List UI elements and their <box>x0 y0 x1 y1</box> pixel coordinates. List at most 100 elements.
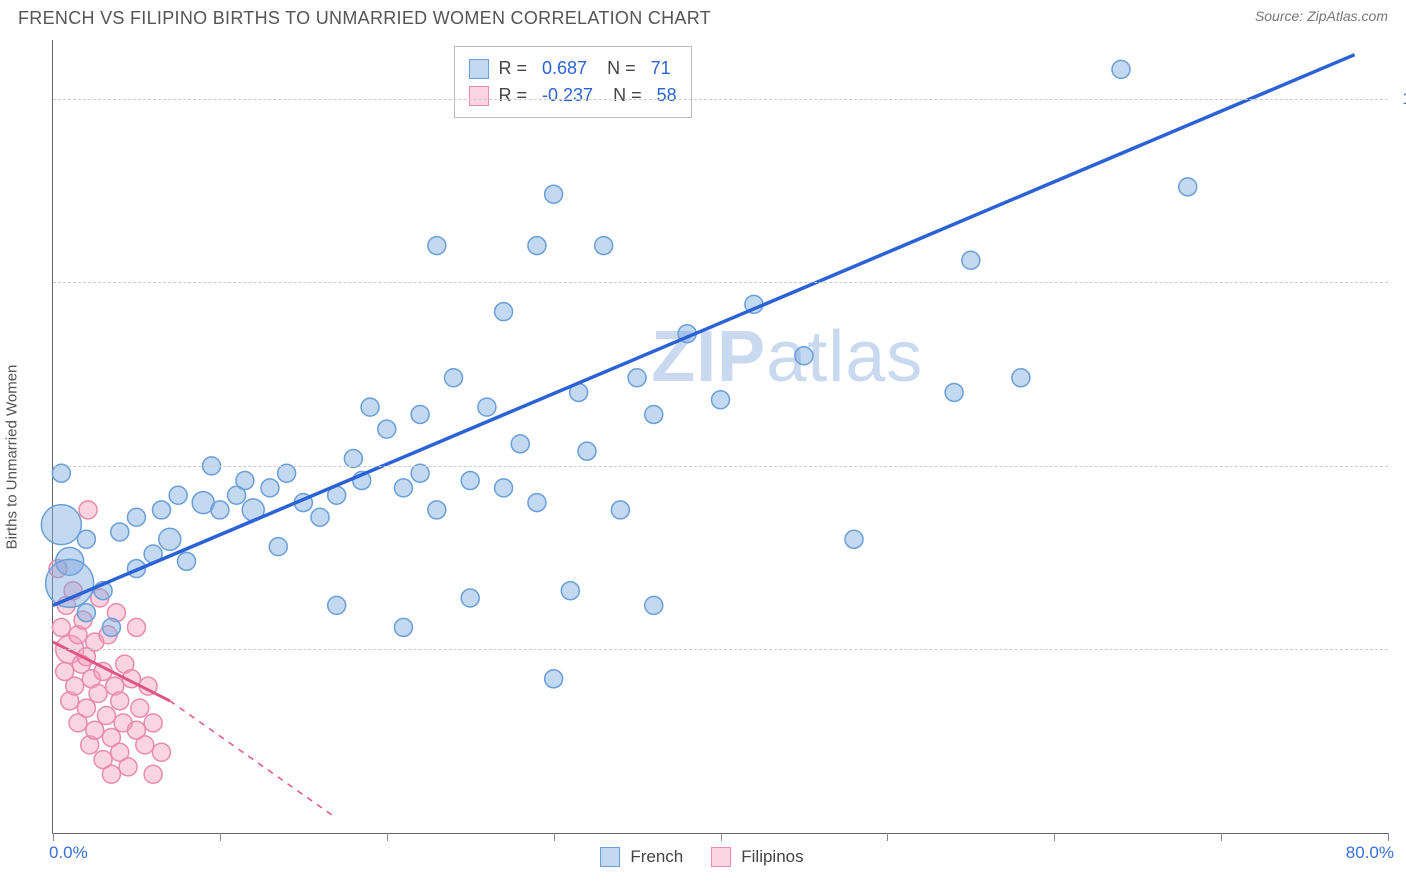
x-tick <box>1388 833 1389 841</box>
point-french <box>178 552 196 570</box>
swatch-filipinos-icon <box>711 847 731 867</box>
point-french <box>428 237 446 255</box>
point-french <box>169 486 187 504</box>
point-french <box>46 559 94 607</box>
point-filipinos <box>144 765 162 783</box>
point-filipinos <box>152 743 170 761</box>
point-french <box>159 528 181 550</box>
chart-source: Source: ZipAtlas.com <box>1255 8 1388 24</box>
point-filipinos <box>144 714 162 732</box>
point-french <box>628 369 646 387</box>
point-french <box>1179 178 1197 196</box>
point-french <box>394 618 412 636</box>
point-french <box>127 508 145 526</box>
point-filipinos <box>99 626 117 644</box>
point-french <box>745 295 763 313</box>
gridline <box>53 649 1388 650</box>
x-tick <box>554 833 555 841</box>
point-french <box>578 442 596 460</box>
point-french <box>77 604 95 622</box>
correlation-row-french: R = 0.687 N = 71 <box>469 55 677 82</box>
point-filipinos <box>111 692 129 710</box>
point-filipinos <box>66 677 84 695</box>
point-french <box>445 369 463 387</box>
point-french <box>645 405 663 423</box>
point-filipinos <box>49 560 67 578</box>
point-french <box>102 618 120 636</box>
point-french <box>111 523 129 541</box>
y-tick-label: 100.0% <box>1402 89 1406 109</box>
point-french <box>411 405 429 423</box>
point-filipinos <box>86 633 104 651</box>
swatch-french-icon <box>600 847 620 867</box>
point-french <box>1112 60 1130 78</box>
point-french <box>411 464 429 482</box>
legend-label-french: French <box>630 847 683 867</box>
swatch-french-icon <box>469 59 489 79</box>
point-filipinos <box>119 758 137 776</box>
point-french <box>495 303 513 321</box>
point-filipinos <box>97 707 115 725</box>
point-french <box>795 347 813 365</box>
point-french <box>127 560 145 578</box>
point-filipinos <box>114 714 132 732</box>
point-filipinos <box>72 655 90 673</box>
point-filipinos <box>94 662 112 680</box>
point-french <box>192 492 214 514</box>
point-filipinos <box>127 721 145 739</box>
x-tick <box>53 833 54 841</box>
point-filipinos <box>57 596 75 614</box>
point-french <box>361 398 379 416</box>
point-filipinos <box>91 589 109 607</box>
point-french <box>344 450 362 468</box>
point-french <box>378 420 396 438</box>
point-french <box>152 501 170 519</box>
r-value-filipinos: -0.237 <box>542 82 593 109</box>
legend-label-filipinos: Filipinos <box>741 847 803 867</box>
point-french <box>311 508 329 526</box>
point-french <box>144 545 162 563</box>
point-french <box>94 582 112 600</box>
point-french <box>228 486 246 504</box>
point-filipinos <box>136 736 154 754</box>
point-french <box>353 472 371 490</box>
point-french <box>428 501 446 519</box>
y-axis-label: Births to Unmarried Women <box>4 365 21 550</box>
point-french <box>461 472 479 490</box>
point-filipinos <box>122 670 140 688</box>
point-filipinos <box>81 736 99 754</box>
point-french <box>611 501 629 519</box>
legend-item-filipinos: Filipinos <box>711 847 803 867</box>
point-filipinos <box>82 670 100 688</box>
point-french <box>1012 369 1030 387</box>
point-french <box>545 670 563 688</box>
point-french <box>461 589 479 607</box>
x-max-label: 80.0% <box>1346 843 1394 863</box>
point-filipinos <box>106 677 124 695</box>
point-filipinos <box>77 648 95 666</box>
point-french <box>328 596 346 614</box>
point-french <box>561 582 579 600</box>
point-filipinos <box>69 626 87 644</box>
point-french <box>712 391 730 409</box>
point-filipinos <box>107 604 125 622</box>
point-french <box>495 479 513 497</box>
point-french <box>845 530 863 548</box>
point-filipinos <box>61 692 79 710</box>
point-filipinos <box>86 721 104 739</box>
point-filipinos <box>102 729 120 747</box>
point-filipinos <box>102 765 120 783</box>
plot-area: ZIPatlas R = 0.687 N = 71 R = -0.237 N =… <box>52 40 1388 834</box>
point-french <box>328 486 346 504</box>
legend: French Filipinos <box>600 847 803 867</box>
point-filipinos <box>64 582 82 600</box>
point-filipinos <box>69 714 87 732</box>
point-french <box>528 494 546 512</box>
point-french <box>242 499 264 521</box>
point-filipinos <box>139 677 157 695</box>
point-filipinos <box>52 618 70 636</box>
x-tick <box>887 833 888 841</box>
x-tick <box>1221 833 1222 841</box>
point-filipinos <box>111 743 129 761</box>
point-filipinos <box>116 655 134 673</box>
